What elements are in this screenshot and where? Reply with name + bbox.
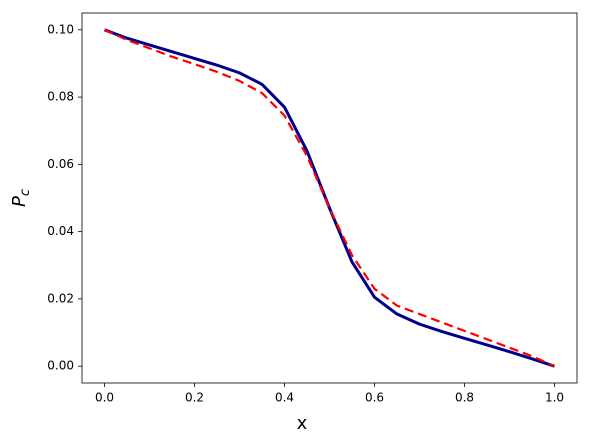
x-tick-label: 0.8 — [455, 391, 474, 405]
y-axis-label-base: P — [9, 196, 30, 207]
x-tick-label: 0.0 — [95, 391, 114, 405]
y-tick-label: 0.02 — [47, 291, 74, 305]
y-tick-label: 0.04 — [47, 224, 74, 238]
y-tick-label: 0.00 — [47, 359, 74, 373]
y-axis-label-subscript: c — [18, 189, 33, 196]
plot-frame — [81, 12, 578, 384]
y-axis-label: Pc — [9, 189, 33, 207]
x-axis-label: x — [297, 413, 308, 434]
y-tick-label: 0.08 — [47, 90, 74, 104]
line-series — [103, 28, 555, 368]
x-tick-label: 1.0 — [545, 391, 564, 405]
y-tick-label: 0.06 — [47, 157, 74, 171]
x-tick-label: 0.4 — [275, 391, 294, 405]
line-series — [104, 28, 555, 368]
x-tick-label: 0.2 — [185, 391, 204, 405]
y-tick-label: 0.10 — [47, 22, 74, 36]
x-tick-label: 0.6 — [365, 391, 384, 405]
